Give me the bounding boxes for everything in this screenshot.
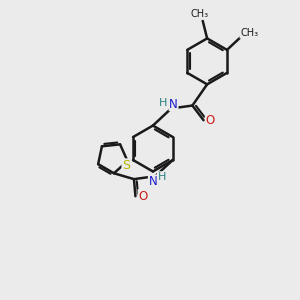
Text: CH₃: CH₃ bbox=[190, 9, 208, 19]
Text: H: H bbox=[159, 98, 167, 108]
Text: S: S bbox=[122, 159, 130, 172]
Text: N: N bbox=[148, 175, 157, 188]
Text: H: H bbox=[158, 172, 166, 182]
Text: CH₃: CH₃ bbox=[240, 28, 258, 38]
Text: O: O bbox=[138, 190, 147, 203]
Text: N: N bbox=[169, 98, 178, 111]
Text: O: O bbox=[206, 114, 215, 127]
